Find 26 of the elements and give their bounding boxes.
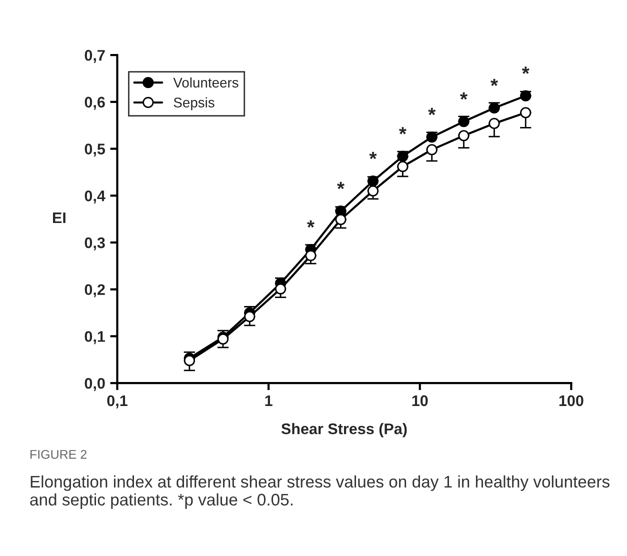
y-tick-label: 0,4 — [84, 190, 106, 204]
y-tick-label: 0,6 — [84, 96, 105, 110]
annotation: * — [522, 66, 530, 74]
x-axis-title: Shear Stress (Pa) — [281, 423, 407, 438]
caption: FIGURE 2 — [30, 450, 86, 459]
annotation: * — [490, 78, 498, 86]
y-tick-label: 0,7 — [84, 50, 105, 63]
legend-label: Volunteers — [173, 77, 238, 88]
x-tick-label: 1 — [265, 395, 272, 406]
annotation: * — [369, 152, 377, 160]
y-tick-label: 0,2 — [84, 284, 105, 298]
y-tick-label: 0,3 — [84, 237, 105, 250]
y-axis-title: EI — [53, 212, 66, 224]
annotation: * — [428, 108, 436, 116]
annotation: * — [460, 92, 468, 100]
annotation: * — [337, 182, 345, 190]
legend-label: Sepsis — [174, 97, 214, 110]
x-tick-label: 100 — [559, 395, 584, 406]
annotation: * — [307, 220, 315, 228]
x-tick-label: 0,1 — [107, 395, 128, 408]
annotation: * — [398, 127, 406, 134]
y-tick-label: 0,5 — [84, 144, 106, 157]
y-tick-label: 0,1 — [84, 331, 106, 344]
text: Elongation index at different shear stress values on day 1 in healthy volunteers and septic patients. *p value < 0.05. — [30, 475, 610, 509]
x-tick-label: 10 — [412, 395, 428, 406]
y-tick-label: 0,0 — [84, 378, 105, 391]
